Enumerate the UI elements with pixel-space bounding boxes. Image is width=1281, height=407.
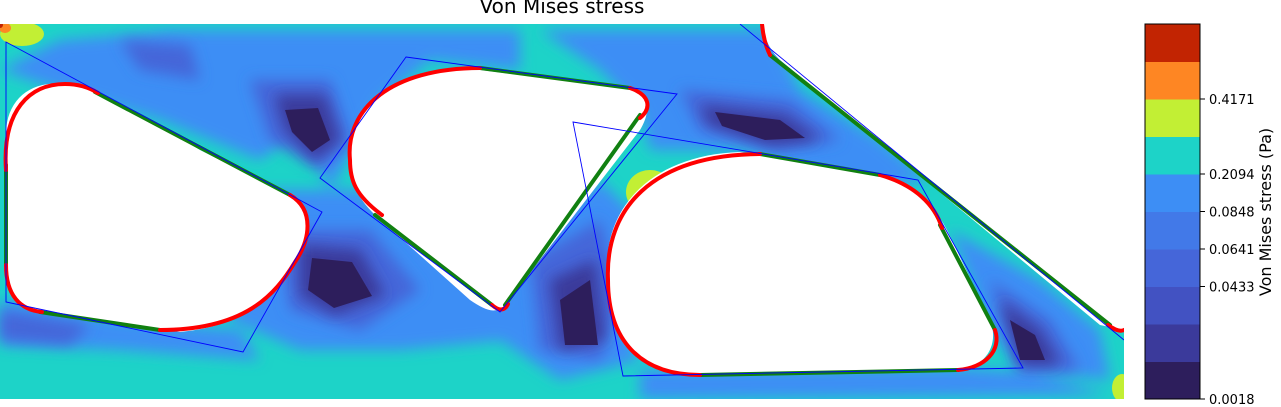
stress-field-plot	[0, 24, 1124, 399]
mesh-lines	[5, 24, 1124, 377]
colorbar-swatch-0	[1145, 361, 1200, 400]
colorbar-tick-label-4: 0.2094	[1209, 168, 1255, 183]
red-arcs	[3, 24, 1124, 377]
colorbar-swatch-4	[1145, 211, 1200, 250]
colorbar-label: Von Mises stress (Pa)	[1256, 128, 1275, 296]
colorbar-swatches	[1145, 24, 1200, 400]
colorbar-swatch-8	[1145, 61, 1200, 100]
colorbar-swatch-2	[1145, 286, 1200, 325]
colorbar-swatch-9	[1145, 24, 1200, 62]
hole-left	[5, 83, 308, 332]
hole-right	[607, 152, 994, 375]
hole-center	[349, 68, 648, 311]
colorbar-tick-label-2: 0.0641	[1209, 243, 1255, 258]
green-edges	[4, 53, 1112, 377]
region-lower-right	[950, 230, 1110, 380]
colorbar-swatch-1	[1145, 324, 1200, 362]
exterior-top-right	[740, 24, 1124, 330]
colorbar-ticks: 0.0018 0.0433 0.0641 0.0848 0.2094 0.4171	[1200, 93, 1255, 407]
colorbar-swatch-3	[1145, 249, 1200, 287]
colorbar-tick-label-1: 0.0433	[1209, 281, 1255, 296]
stress-regions-min	[285, 108, 1045, 360]
colorbar-swatch-6	[1145, 136, 1200, 175]
colorbar-swatch-7	[1145, 99, 1200, 137]
colorbar-swatch-5	[1145, 174, 1200, 212]
colorbar-tick-label-5: 0.4171	[1209, 93, 1255, 108]
colorbar: 0.0018 0.0433 0.0641 0.0848 0.2094 0.4171 Von…	[1144, 23, 1275, 407]
colorbar-tick-label-3: 0.0848	[1209, 206, 1255, 221]
colorbar-tick-label-0: 0.0018	[1209, 393, 1255, 407]
void-regions	[5, 24, 1124, 375]
plot-title: Von Mises stress	[479, 0, 645, 18]
